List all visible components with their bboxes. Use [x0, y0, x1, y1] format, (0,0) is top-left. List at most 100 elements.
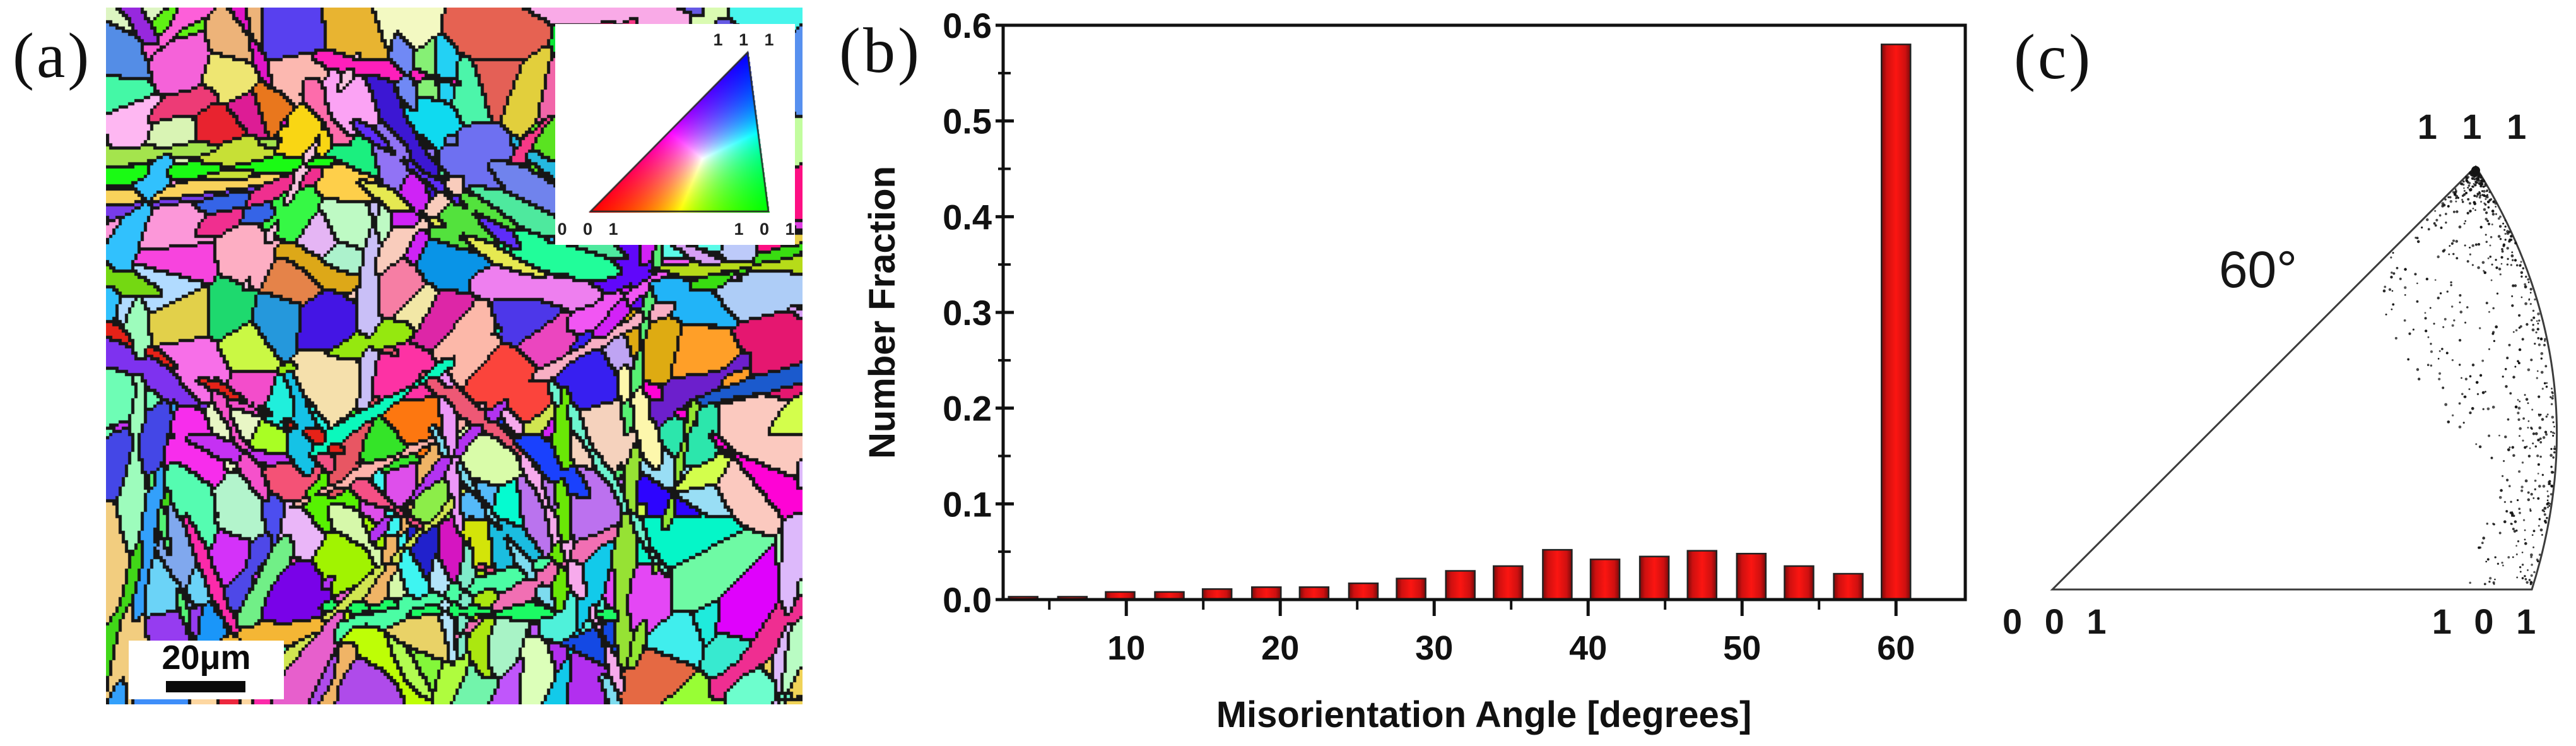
scatter-dot: [2478, 196, 2481, 199]
scatter-dot: [2530, 555, 2532, 559]
y-tick-label: 0.1: [943, 484, 992, 524]
scatter-dot: [2539, 413, 2542, 416]
scatter-dot: [2450, 284, 2452, 287]
scatter-dot: [2539, 528, 2543, 532]
scatter-dot: [2446, 290, 2449, 293]
scatter-dot: [2529, 509, 2532, 512]
scatter-dot: [2530, 319, 2533, 322]
scatter-dot: [2478, 191, 2481, 193]
histogram-bar: [1638, 555, 1670, 601]
scatter-dot: [2454, 188, 2457, 191]
scatter-dot: [2452, 191, 2455, 194]
scatter-dot: [2521, 564, 2524, 566]
scatter-dot: [2430, 364, 2433, 367]
scatter-dot: [2455, 197, 2457, 199]
scatter-dot: [2527, 402, 2529, 405]
scatter-dot: [2539, 455, 2542, 458]
scatter-dot: [2474, 181, 2477, 184]
scatter-dot: [2553, 445, 2556, 447]
scatter-dot: [2434, 224, 2437, 227]
scatter-dot: [2469, 375, 2472, 378]
histogram-bar: [1201, 588, 1233, 601]
scatter-dot: [2449, 199, 2453, 203]
scatter-dot: [2502, 564, 2504, 567]
scatter-dot: [2546, 499, 2549, 502]
scatter-dot: [2534, 432, 2538, 435]
y-tick-label: 0.0: [943, 580, 992, 620]
ipf-color-triangle: [555, 24, 795, 245]
scatter-dot: [2479, 194, 2481, 197]
scatter-dot: [2538, 319, 2541, 322]
triangle-label-101: 1 0 1: [2432, 601, 2543, 641]
scatter-dot: [2548, 504, 2551, 507]
scatter-dot: [2507, 418, 2510, 421]
scatter-dot: [2541, 473, 2544, 477]
scatter-dot: [2498, 225, 2502, 228]
scatter-dot: [2524, 538, 2526, 541]
scatter-dot: [2391, 308, 2393, 311]
scatter-dot: [2503, 459, 2505, 463]
scatter-dot: [2491, 213, 2495, 216]
scatter-dot: [2414, 273, 2417, 276]
scatter-dot: [2468, 172, 2471, 174]
scatter-dot: [2512, 528, 2515, 531]
scatter-dot: [2543, 343, 2546, 346]
scatter-dot: [2537, 438, 2540, 442]
scatter-dot: [2518, 348, 2522, 352]
scatter-dot: [2499, 273, 2502, 276]
scatter-dot: [2480, 201, 2483, 203]
scatter-dot: [2550, 484, 2554, 488]
scatter-dot: [2513, 530, 2517, 533]
scatter-dot: [2392, 252, 2394, 254]
scatter-dot: [2490, 236, 2493, 239]
scatter-dot: [2450, 305, 2454, 308]
scatter-dot: [2473, 178, 2476, 181]
scatter-dot: [2471, 169, 2474, 172]
scatter-dot: [2464, 377, 2467, 381]
scatter-dot: [2452, 252, 2455, 256]
scatter-dot: [2530, 358, 2533, 362]
scatter-dot: [2452, 210, 2455, 213]
scatter-dot: [2530, 492, 2533, 496]
scatter-dot: [2514, 520, 2517, 523]
scatter-dot: [2461, 377, 2462, 379]
scatter-dot: [2484, 183, 2487, 186]
scatter-dot: [2469, 202, 2471, 205]
scatter-dot: [2540, 357, 2543, 360]
scatter-dot: [2492, 307, 2495, 310]
scatter-dot: [2502, 475, 2504, 477]
scatter-dot: [2392, 303, 2395, 306]
scatter-dot: [2551, 431, 2555, 434]
scatter-dot: [2515, 545, 2517, 547]
scatter-dot: [2507, 258, 2509, 260]
scatter-dot: [2517, 360, 2519, 363]
scatter-dot: [2546, 516, 2548, 519]
scatter-dot: [2475, 195, 2478, 198]
scatter-dot: [2477, 242, 2481, 246]
scatter-dot: [2416, 282, 2418, 285]
scatter-dot: [2459, 311, 2463, 314]
scatter-dot: [2448, 253, 2450, 256]
scatter-dot: [2473, 194, 2476, 198]
scatter-dot: [2504, 225, 2507, 228]
scatter-dot: [2506, 263, 2509, 266]
scatter-dot: [2433, 323, 2435, 325]
scatter-dot: [2430, 350, 2433, 353]
scatter-dot: [2529, 288, 2532, 291]
scatter-dot: [2532, 497, 2535, 499]
scatter-dots: [2382, 166, 2556, 586]
scatter-dot: [2524, 529, 2526, 531]
scatter-dot: [2426, 364, 2430, 366]
scatter-dot: [2495, 259, 2497, 261]
scatter-dot: [2546, 502, 2549, 506]
scatter-dot: [2507, 448, 2510, 451]
scatter-dot: [2454, 191, 2457, 194]
histogram-bar: [1833, 572, 1864, 601]
scatter-dot: [2529, 302, 2532, 305]
scatter-dot: [2515, 264, 2519, 267]
scatter-dot: [2538, 343, 2541, 346]
scatter-dot: [2467, 186, 2469, 189]
scatter-dot: [2534, 445, 2538, 448]
scatter-dot: [2534, 342, 2536, 345]
scatter-dot: [2537, 560, 2539, 562]
